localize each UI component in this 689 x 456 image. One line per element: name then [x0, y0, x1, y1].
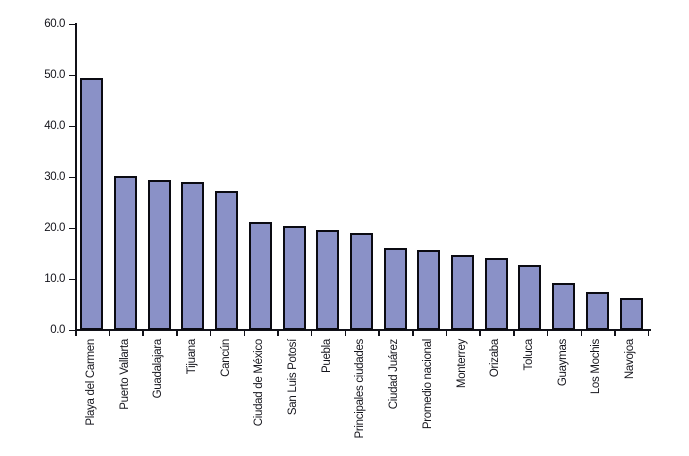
y-tick: [69, 74, 75, 76]
y-tick: [69, 329, 75, 331]
bar: [585, 291, 609, 330]
y-tick-label: 10.0: [44, 273, 65, 285]
x-tick: [243, 331, 245, 336]
bar: [349, 232, 373, 330]
x-tick: [580, 331, 582, 336]
x-axis-label: Tijuana: [185, 339, 198, 375]
x-tick: [277, 331, 279, 336]
x-tick: [445, 331, 448, 336]
y-tick-label: 50.0: [44, 69, 65, 81]
x-tick: [546, 331, 549, 336]
x-axis-label: Puerto Vallarta: [118, 339, 131, 410]
x-tick: [412, 331, 414, 336]
y-tick: [69, 176, 75, 178]
bar: [147, 179, 171, 330]
bar: [619, 298, 643, 330]
x-axis-label: Guaymas: [556, 339, 569, 387]
x-tick: [75, 331, 77, 336]
x-tick: [108, 331, 111, 336]
y-tick-label: 0.0: [50, 324, 65, 336]
bar: [316, 230, 340, 330]
x-axis-label: Toluca: [522, 339, 535, 371]
bar: [417, 250, 441, 330]
x-axis-label: Guadalajara: [152, 339, 165, 399]
x-axis-label: Promedio nacional: [421, 339, 434, 430]
x-axis-label: San Luis Potosí: [287, 339, 300, 416]
y-tick: [69, 278, 75, 280]
bar: [114, 176, 138, 330]
y-tick-label: 20.0: [44, 222, 65, 234]
bar: [451, 255, 475, 330]
x-tick: [479, 331, 481, 336]
bar: [518, 265, 542, 330]
bar: [282, 226, 306, 330]
x-axis-label: Principales ciudades: [354, 339, 367, 439]
y-tick: [69, 23, 75, 25]
x-axis-label: Puebla: [320, 339, 333, 374]
x-tick: [176, 331, 178, 336]
x-tick: [378, 331, 380, 336]
x-tick: [513, 331, 515, 336]
x-axis-label: Los Mochis: [590, 339, 603, 395]
bar: [181, 181, 205, 330]
x-axis-label: Navojoa: [624, 339, 637, 380]
x-tick: [209, 331, 212, 336]
y-tick-label: 40.0: [44, 120, 65, 132]
bar: [215, 190, 239, 330]
x-tick: [310, 331, 313, 336]
bar: [80, 78, 104, 330]
x-axis-label: Cancún: [219, 339, 232, 377]
x-axis-label: Monterrey: [455, 339, 468, 389]
x-tick: [647, 331, 650, 336]
x-tick: [344, 331, 347, 336]
y-tick-label: 60.0: [44, 18, 65, 30]
x-axis-label: Playa del Carmen: [84, 339, 97, 426]
bar: [248, 221, 272, 330]
x-axis-label: Ciudad Juárez: [388, 339, 401, 410]
y-axis-line: [75, 23, 77, 331]
x-tick: [614, 331, 616, 336]
x-axis-label: Ciudad de México: [253, 339, 266, 427]
y-tick: [69, 125, 75, 127]
y-tick-label: 30.0: [44, 171, 65, 183]
bar: [552, 282, 576, 330]
x-axis-label: Orizaba: [489, 339, 502, 378]
x-axis-line: [75, 329, 651, 331]
y-tick: [69, 227, 75, 229]
x-tick: [142, 331, 144, 336]
bar: [484, 258, 508, 330]
bar: [383, 247, 407, 330]
